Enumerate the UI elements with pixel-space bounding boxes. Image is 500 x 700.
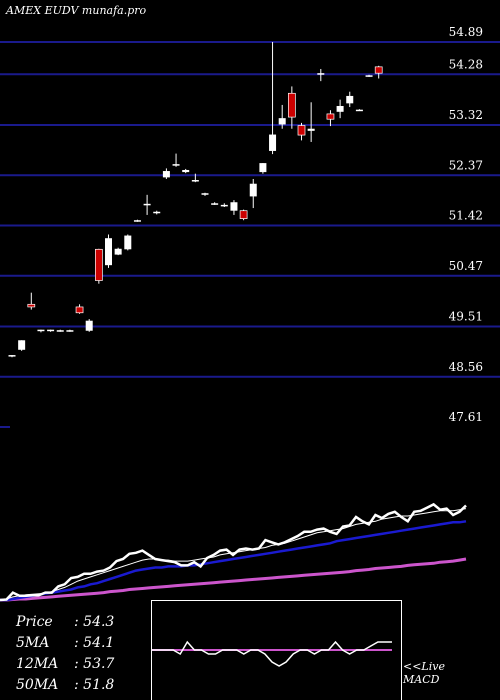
candle-up xyxy=(249,183,257,197)
candle-up xyxy=(355,109,363,112)
stat-12ma-value: : 53.7 xyxy=(74,656,115,672)
macd-label: MACD xyxy=(403,673,440,686)
candle-up xyxy=(365,75,373,77)
y-tick-label: 51.42 xyxy=(449,209,483,223)
y-tick-label: 49.51 xyxy=(449,310,483,324)
live-macd-link[interactable]: <<Live MACD xyxy=(403,660,445,686)
candle-up xyxy=(56,330,64,332)
candle-up xyxy=(47,329,55,332)
candle-up xyxy=(220,204,228,207)
candle-up xyxy=(105,238,112,266)
candle-up xyxy=(124,235,132,250)
candle-up xyxy=(37,329,45,332)
macd-line xyxy=(152,640,392,667)
candle-up xyxy=(8,355,16,357)
stat-price-key: Price xyxy=(16,614,53,630)
candle-up xyxy=(269,134,277,151)
y-tick-label: 53.32 xyxy=(449,108,483,122)
candle-up xyxy=(143,203,151,206)
y-tick-label: 52.37 xyxy=(449,158,483,172)
candle-down xyxy=(94,248,103,281)
stat-5ma-key: 5MA xyxy=(16,635,50,651)
stat-12ma-key: 12MA xyxy=(16,656,59,672)
stat-price-value: : 54.3 xyxy=(74,614,115,630)
macd-panel xyxy=(151,600,402,700)
price-line xyxy=(0,502,467,602)
ma-long-line xyxy=(0,557,467,602)
stat-50ma-value: : 51.8 xyxy=(74,677,115,693)
candle-up xyxy=(201,193,209,195)
stat-5ma-value: : 54.1 xyxy=(74,635,115,651)
stat-50ma-key: 50MA xyxy=(16,677,59,693)
candle-down xyxy=(297,125,306,136)
candle-up xyxy=(230,202,238,211)
candle-down xyxy=(374,66,383,74)
candle-up xyxy=(346,95,354,104)
y-tick-label: 50.47 xyxy=(449,259,483,273)
candle-up xyxy=(317,73,325,75)
y-tick-label: 47.61 xyxy=(449,410,483,424)
ma-mid-line xyxy=(0,520,467,602)
candle-up xyxy=(191,180,199,182)
candle-down xyxy=(326,113,335,120)
candle-up xyxy=(153,211,161,214)
candle-up xyxy=(133,220,141,222)
candle-up xyxy=(85,320,93,331)
candle-down xyxy=(75,306,84,314)
candle-up xyxy=(336,105,344,112)
candle-up xyxy=(18,340,26,350)
candle-up xyxy=(211,203,219,205)
ma-short-line xyxy=(0,508,467,601)
candle-up xyxy=(172,164,180,166)
candle-down xyxy=(27,303,36,308)
candle-up xyxy=(162,171,170,178)
chart-title: AMEX EUDV munafa.pro xyxy=(6,4,147,17)
candle-up xyxy=(114,248,122,255)
candle-up xyxy=(66,330,74,332)
stat-price: Price : 54.3 xyxy=(16,614,114,630)
y-tick-label: 48.56 xyxy=(449,360,483,374)
candle-up xyxy=(182,169,190,173)
candle-down xyxy=(239,210,248,219)
stat-50ma: 50MA : 51.8 xyxy=(16,677,114,693)
stat-12ma: 12MA : 53.7 xyxy=(16,656,114,672)
candle-up xyxy=(259,163,267,173)
candle-down xyxy=(288,92,296,118)
stat-5ma: 5MA : 54.1 xyxy=(16,635,114,651)
live-label: <<Live xyxy=(403,660,445,673)
y-tick-label: 54.89 xyxy=(449,25,483,39)
candle-up xyxy=(307,128,315,131)
candle-up xyxy=(278,118,286,125)
y-tick-label: 54.28 xyxy=(449,57,483,71)
